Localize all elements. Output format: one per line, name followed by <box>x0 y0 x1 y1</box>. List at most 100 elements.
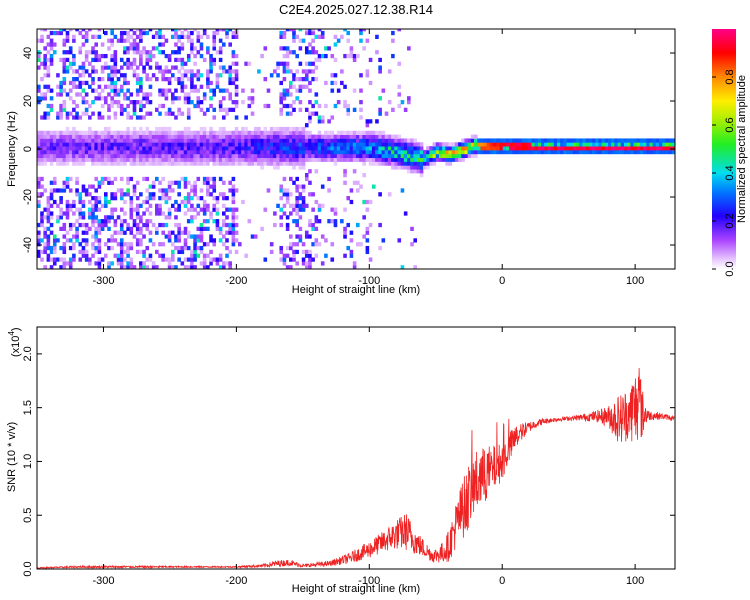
spectrogram-cell <box>429 146 433 151</box>
spectrogram-cell <box>158 207 162 212</box>
spectrogram-cell <box>289 138 293 143</box>
snr-x-axis-title: Height of straight line (km) <box>292 583 420 595</box>
spectrogram-cell <box>139 226 143 231</box>
spectrogram-cell <box>59 29 63 32</box>
spectrogram-cell <box>228 153 232 159</box>
spectrogram-cell <box>244 142 248 147</box>
spectrogram-cell <box>37 234 41 239</box>
spectrogram-cell <box>234 153 239 159</box>
spectrogram-cell <box>88 192 92 197</box>
spectrogram-cell <box>126 38 130 43</box>
spectrogram-cell <box>183 226 188 231</box>
spectrogram-cell <box>333 211 338 216</box>
spectrogram-cell <box>352 180 357 185</box>
spectrogram-cell <box>212 196 217 201</box>
spectrogram-cell <box>292 153 296 159</box>
spectrogram-cell <box>228 138 232 143</box>
spectrogram-cell <box>209 192 213 197</box>
spectrogram-cell <box>550 146 555 151</box>
spectrogram-cell <box>215 219 220 224</box>
spectrogram-cell <box>110 142 114 147</box>
spectrogram-cell <box>407 100 411 105</box>
spectrogram-cell <box>52 245 57 251</box>
spectrogram-cell <box>126 96 130 101</box>
spectrogram-cell <box>151 142 156 147</box>
spectrogram-cell <box>170 253 175 258</box>
spectrogram-cell <box>52 42 57 47</box>
spectrogram-cell <box>652 142 657 147</box>
spectrogram-cell <box>72 100 76 105</box>
spectrogram-cell <box>359 107 363 112</box>
spectrogram-cell <box>343 169 347 174</box>
spectrogram-cell <box>97 130 102 135</box>
spectrogram-cell <box>116 130 121 135</box>
spectrogram-cell <box>282 53 287 59</box>
spectrogram-cell <box>183 130 188 135</box>
spectrogram-cell <box>62 188 67 193</box>
spectrogram-cell <box>375 138 379 143</box>
spectrogram-cell <box>40 157 44 162</box>
spectrogram-cell <box>576 142 580 147</box>
spectrogram-cell <box>190 88 194 93</box>
spectrogram-cell <box>394 149 398 155</box>
spectrogram-cell <box>534 142 539 147</box>
spectrogram-cell <box>100 161 105 166</box>
snr-x-tick-label: -300 <box>92 575 114 587</box>
spectrogram-cell <box>81 88 86 93</box>
spectrogram-cell <box>94 157 99 162</box>
spectrogram-cell <box>174 115 178 120</box>
spectrogram-cell <box>46 146 51 151</box>
spectrogram-cell <box>292 146 296 151</box>
spectrogram-cell <box>333 57 338 63</box>
spectrogram-cell <box>164 153 169 159</box>
spectrogram-cell <box>349 238 354 243</box>
spectrogram-cell <box>123 192 127 197</box>
spectrogram-cell <box>429 149 433 155</box>
spectrogram-cell <box>142 30 146 36</box>
spectrogram-cell <box>333 142 338 147</box>
chart-title: C2E4.2025.027.12.38.R14 <box>279 2 433 17</box>
spectrogram-cell <box>544 138 548 143</box>
spectrogram-cell <box>413 238 418 243</box>
spectrogram-cell <box>320 184 325 189</box>
spectrogram-cell <box>407 169 411 174</box>
spectrogram-cell <box>362 130 366 135</box>
spectrogram-cell <box>222 149 226 155</box>
spectrogram-cell <box>269 142 274 147</box>
spectrogram-cell <box>132 161 137 166</box>
spectrogram-cell <box>186 230 191 235</box>
spectrogram-cell <box>174 138 178 143</box>
spectrogram-cell <box>454 153 459 159</box>
spectrogram-cell <box>164 111 169 116</box>
spectrogram-cell <box>212 42 217 47</box>
spectrogram-cell <box>655 142 660 147</box>
spectrogram-cell <box>161 230 165 235</box>
spectrogram-cell <box>295 219 299 224</box>
spectrogram-cell <box>202 30 207 36</box>
spectrogram-cell <box>391 30 395 36</box>
spectrogram-cell <box>158 146 162 151</box>
spectrogram-cell <box>461 153 465 159</box>
spectrogram-cell <box>378 153 382 159</box>
spectrogram-cell <box>576 146 580 151</box>
spectrogram-cell <box>129 130 134 135</box>
spectrogram-cell <box>206 153 210 159</box>
spectrogram-cell <box>119 257 124 262</box>
spectrogram-cell <box>356 138 360 143</box>
spectrogram-cell <box>110 77 114 82</box>
spectrogram-cell <box>649 138 654 143</box>
spectrogram-cell <box>139 61 143 66</box>
spectrogram-cell <box>145 157 150 162</box>
spectrogram-cell <box>113 57 118 63</box>
spectrogram-cell <box>222 196 226 201</box>
spectrogram-cell <box>100 153 105 159</box>
spectrogram-cell <box>132 157 137 162</box>
spectrogram-cell <box>330 53 335 59</box>
spectrogram-cell <box>292 73 296 78</box>
spectrogram-cell <box>40 149 44 155</box>
spectrogram-cell <box>218 38 223 43</box>
spectrogram-cell <box>346 30 351 36</box>
spectrogram-cell <box>52 257 57 262</box>
spectrogram-cell <box>438 157 443 162</box>
spectrogram-cell <box>295 53 299 59</box>
